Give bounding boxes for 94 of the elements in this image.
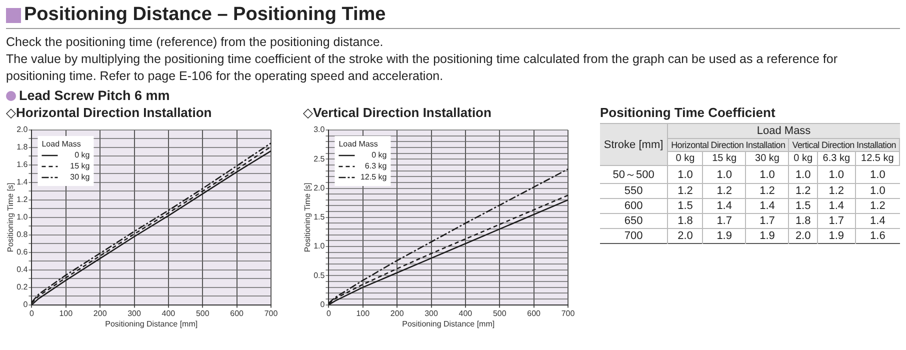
data-label: 1.9 xyxy=(702,228,746,244)
data-label: 1.2 xyxy=(788,184,818,198)
data-label: 1.4 xyxy=(817,198,856,214)
x-tick-label: 200 xyxy=(93,308,108,318)
legend-title: Load Mass xyxy=(42,140,81,149)
data-label: 1.9 xyxy=(817,228,856,244)
data-label: 1.5 xyxy=(788,198,818,214)
y-tick-label: 1.5 xyxy=(314,212,326,222)
data-label: 1.0 xyxy=(855,166,900,184)
y-tick-label: 3.0 xyxy=(314,125,326,134)
text: Horizontal Direction Installation xyxy=(668,138,789,152)
text: Lead Screw Pitch 6 mm xyxy=(18,88,171,103)
y-tick-label: 600 xyxy=(600,198,668,214)
y-tick-label: 2.5 xyxy=(314,154,326,164)
data-label: 1.7 xyxy=(817,214,856,228)
y-tick-label: 1.2 xyxy=(16,195,28,204)
text: Check the positioning time (reference) from the positioning distance. xyxy=(6,34,384,51)
x-tick-label: 100 xyxy=(59,308,74,318)
data-label: 1.8 xyxy=(788,214,818,228)
y-tick-label: 0.8 xyxy=(16,230,28,240)
data-label: 1.4 xyxy=(746,198,789,214)
y-tick-label: 0.4 xyxy=(16,265,28,274)
x-tick-label: 12.5 kg xyxy=(855,152,900,166)
data-label: 2.0 xyxy=(788,228,818,244)
y-tick-label: 2.0 xyxy=(314,183,326,192)
legend-label: 12.5 kg xyxy=(360,172,387,182)
y-axis-title: Stroke [mm] xyxy=(600,124,668,166)
x-axis-title: Positioning Distance [mm] xyxy=(402,319,495,328)
data-label: 1.7 xyxy=(746,214,789,228)
data-label: 1.0 xyxy=(746,166,789,184)
y-tick-label: 550 xyxy=(600,184,668,198)
y-axis-title: Positioning Time [s] xyxy=(6,182,16,252)
x-tick-label: 700 xyxy=(561,308,576,318)
text: Vertical Direction Installation xyxy=(788,138,900,152)
legend-title: Load Mass xyxy=(338,140,378,149)
y-tick-label: 0 xyxy=(23,300,28,310)
x-tick-label: 500 xyxy=(492,308,507,318)
data-label: 1.2 xyxy=(702,184,746,198)
data-label: 1.2 xyxy=(817,184,856,198)
x-tick-label: 300 xyxy=(128,308,142,318)
y-tick-label: 0.2 xyxy=(16,282,28,292)
y-tick-label: 0.5 xyxy=(314,270,326,280)
data-label: 1.8 xyxy=(668,214,703,228)
chart-title: ◇Vertical Direction Installation xyxy=(303,105,492,121)
chart-title: Positioning Time Coefficient xyxy=(600,105,776,120)
y-tick-label: 1.6 xyxy=(16,160,28,170)
x-tick-label: 500 xyxy=(196,308,210,318)
x-tick-label: 0 xyxy=(326,308,332,318)
x-tick-label: 0 kg xyxy=(788,152,818,166)
y-tick-label: 1.0 xyxy=(16,212,28,222)
y-tick-label: 2.0 xyxy=(16,125,28,134)
x-tick-label: 15 kg xyxy=(702,152,746,166)
data-label: 1.4 xyxy=(702,198,746,214)
data-label: 1.4 xyxy=(855,214,900,228)
data-label: 2.0 xyxy=(668,228,703,244)
data-label: 1.0 xyxy=(668,166,703,184)
x-tick-label: 400 xyxy=(162,308,176,318)
y-tick-label: 0 xyxy=(320,300,326,310)
data-label: 1.0 xyxy=(817,166,856,184)
x-tick-label: 600 xyxy=(527,308,542,318)
x-tick-label: 400 xyxy=(458,308,473,318)
y-axis-title: Positioning Time [s] xyxy=(303,182,312,252)
x-tick-label: 30 kg xyxy=(746,152,789,166)
y-tick-label: 650 xyxy=(600,214,668,228)
data-label: 1.6 xyxy=(855,228,900,244)
x-axis-title: Positioning Distance [mm] xyxy=(105,319,198,328)
y-tick-label: 1.8 xyxy=(16,142,28,152)
data-label: 1.2 xyxy=(668,184,703,198)
x-axis-title: Load Mass xyxy=(668,124,900,138)
chart-title: ◇Horizontal Direction Installation xyxy=(6,105,213,121)
x-tick-label: 6.3 kg xyxy=(817,152,856,166)
data-label: 1.5 xyxy=(668,198,703,214)
data-label: 1.0 xyxy=(702,166,746,184)
data-label: 1.2 xyxy=(855,198,900,214)
y-tick-label: 1.4 xyxy=(16,178,28,187)
data-label: 1.7 xyxy=(702,214,746,228)
text: Positioning Distance – Positioning Time xyxy=(6,4,900,29)
text: The value by multiplying the positioning time coefficient of the stroke with the positioning time calculated from the graph can be used as a reference for positioning time. Refer to page E-106 for the operating speed and acceleration. xyxy=(6,51,838,85)
x-tick-label: 0 kg xyxy=(668,152,703,166)
data-label: 1.0 xyxy=(855,184,900,198)
legend-label: 30 kg xyxy=(70,172,90,182)
x-tick-label: 700 xyxy=(264,308,278,318)
x-tick-label: 100 xyxy=(356,308,370,318)
y-tick-label: 0.6 xyxy=(16,248,28,257)
x-tick-label: 0 xyxy=(29,308,34,318)
data-label: 1.0 xyxy=(788,166,818,184)
y-tick-label: 700 xyxy=(600,228,668,244)
y-tick-label: 50～500 xyxy=(600,166,668,184)
data-label: 1.2 xyxy=(746,184,789,198)
x-tick-label: 300 xyxy=(424,308,438,318)
data-label: 1.9 xyxy=(746,228,789,244)
x-tick-label: 600 xyxy=(230,308,244,318)
x-tick-label: 200 xyxy=(390,308,404,318)
y-tick-label: 1.0 xyxy=(314,242,326,251)
